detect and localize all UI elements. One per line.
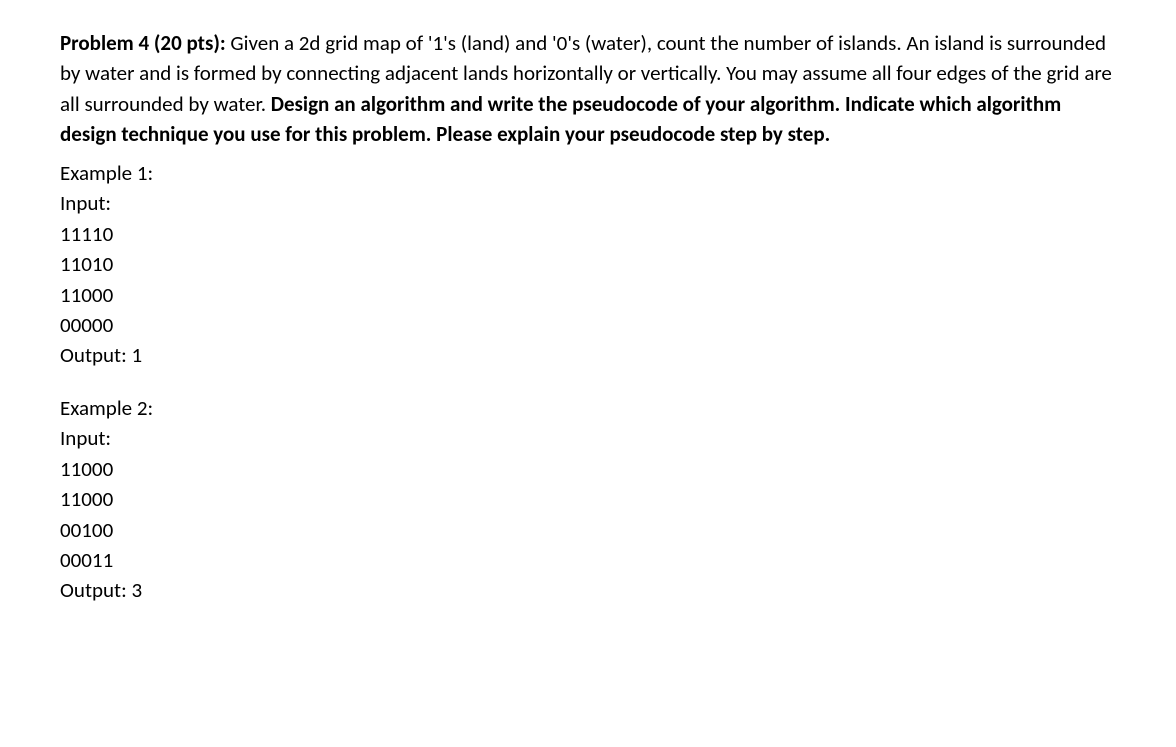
example2-row: 11000 bbox=[60, 484, 1116, 514]
example2-header: Example 2: bbox=[60, 393, 1116, 423]
example1-input-label: Input: bbox=[60, 188, 1116, 218]
example1-output: Output: 1 bbox=[60, 340, 1116, 370]
example2-row: 11000 bbox=[60, 454, 1116, 484]
example-separator bbox=[60, 371, 1116, 393]
example1-row: 00000 bbox=[60, 310, 1116, 340]
example2-row: 00011 bbox=[60, 545, 1116, 575]
example2-output: Output: 3 bbox=[60, 575, 1116, 605]
example2-input-label: Input: bbox=[60, 423, 1116, 453]
example1-header: Example 1: bbox=[60, 158, 1116, 188]
example1-row: 11010 bbox=[60, 249, 1116, 279]
example2-row: 00100 bbox=[60, 515, 1116, 545]
problem-statement: Problem 4 (20 pts): Given a 2d grid map … bbox=[60, 28, 1116, 150]
example1-row: 11110 bbox=[60, 219, 1116, 249]
problem-title: Problem 4 (20 pts): bbox=[60, 30, 230, 56]
example1-row: 11000 bbox=[60, 280, 1116, 310]
